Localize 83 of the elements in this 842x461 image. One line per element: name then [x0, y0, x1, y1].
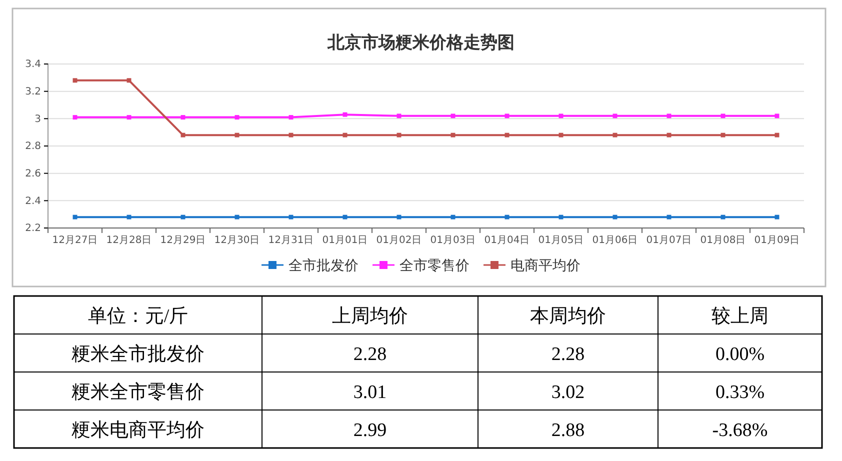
point	[126, 78, 132, 83]
point	[774, 114, 780, 118]
x-tick-label: 01月06日	[592, 235, 638, 246]
y-tick-label: 3.4	[25, 59, 41, 70]
category-label: 粳米全市零售价	[72, 382, 204, 403]
point	[72, 214, 78, 220]
x-tick-label: 01月09日	[754, 235, 800, 246]
y-tick-label: 2.6	[25, 168, 41, 180]
text: 0.00%	[715, 344, 765, 365]
point	[180, 132, 186, 138]
point	[234, 214, 240, 220]
y-tick-label: 2.8	[25, 141, 41, 152]
point	[126, 214, 132, 220]
text: -3.68%	[712, 420, 768, 441]
point	[180, 214, 186, 220]
category-label: 上周均价	[332, 306, 408, 327]
point	[396, 214, 402, 220]
point	[774, 132, 780, 138]
point	[504, 114, 510, 118]
x-tick-label: 01月01日	[322, 235, 368, 246]
legend-label: 电商平均价	[510, 258, 580, 274]
point	[558, 132, 564, 138]
point	[288, 132, 294, 138]
x-tick-label: 01月02日	[376, 235, 422, 246]
text: 2.28	[353, 344, 387, 365]
x-tick-label: 01月03日	[430, 235, 476, 246]
point	[504, 132, 510, 138]
x-tick-label: 12月31日	[268, 235, 314, 246]
point	[666, 214, 672, 220]
point	[450, 132, 456, 138]
point	[612, 114, 618, 118]
point	[342, 132, 348, 138]
point	[720, 114, 726, 118]
category-label: 粳米电商平均价	[72, 420, 204, 441]
point	[126, 115, 132, 120]
point	[234, 132, 240, 138]
point	[180, 115, 186, 120]
point	[288, 214, 294, 220]
point	[396, 132, 402, 138]
x-tick-label: 12月27日	[52, 235, 98, 246]
point	[774, 214, 780, 220]
point	[288, 115, 294, 120]
point	[558, 214, 564, 220]
text: 2.28	[551, 344, 585, 365]
legend-label: 全市零售价	[400, 258, 470, 274]
point	[72, 78, 78, 83]
point	[72, 115, 78, 120]
y-tick-label: 2.4	[25, 196, 41, 207]
text: 单位：元/斤	[88, 306, 188, 327]
category-label: 粳米全市批发价	[72, 344, 204, 365]
point	[342, 112, 348, 117]
y-tick-label: 2.2	[25, 223, 41, 234]
point	[450, 214, 456, 220]
legend-label: 全市批发价	[288, 258, 358, 274]
text: 2.88	[551, 420, 585, 441]
point	[234, 115, 240, 120]
point	[612, 214, 618, 220]
text: 2.99	[353, 420, 387, 441]
point	[342, 214, 348, 220]
point	[450, 114, 456, 118]
x-tick-label: 12月30日	[214, 235, 260, 246]
x-tick-label: 12月28日	[106, 235, 152, 246]
point	[666, 114, 672, 118]
point	[396, 114, 402, 118]
x-tick-label: 01月05日	[538, 235, 584, 246]
point	[558, 114, 564, 118]
point	[720, 132, 726, 138]
y-tick-label: 3	[34, 114, 41, 125]
category-label: 较上周	[712, 306, 768, 327]
text: 3.01	[353, 382, 387, 403]
chart-title: 北京市场粳米价格走势图	[326, 33, 514, 53]
point	[666, 132, 672, 138]
x-tick-label: 01月04日	[484, 235, 530, 246]
point	[504, 214, 510, 220]
category-label: 本周均价	[530, 306, 606, 327]
x-tick-label: 12月29日	[160, 235, 206, 246]
text: 0.33%	[715, 382, 765, 403]
text: 3.02	[551, 382, 585, 403]
point	[720, 214, 726, 220]
y-tick-label: 3.2	[25, 86, 41, 98]
x-tick-label: 01月07日	[646, 235, 692, 246]
x-tick-label: 01月08日	[700, 235, 746, 246]
point	[612, 132, 618, 138]
